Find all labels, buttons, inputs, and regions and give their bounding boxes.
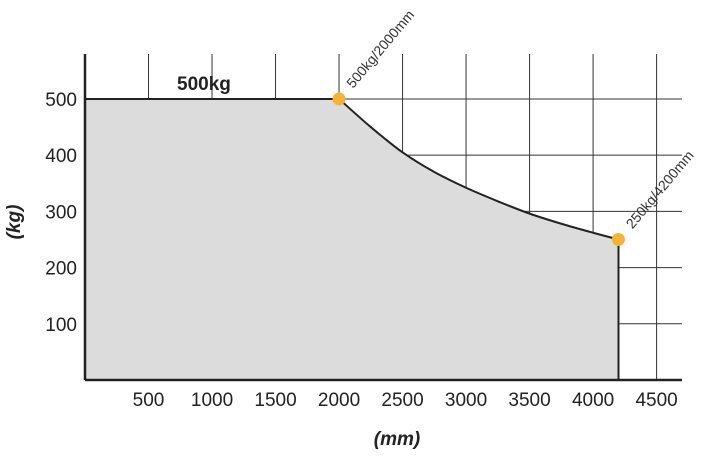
x-tick-3500: 3500 [508,390,550,411]
y-tick-400: 400 [45,146,77,167]
y-tick-300: 300 [45,202,77,223]
capacity-label: 500kg [177,74,231,95]
marker-dot-1 [332,92,346,106]
x-tick-1000: 1000 [191,390,233,411]
marker-label-2: 250kg/4200mm [623,147,697,231]
x-tick-1500: 1500 [254,390,296,411]
y-tick-200: 200 [45,259,77,280]
x-tick-4000: 4000 [572,390,614,411]
x-axis-title: (mm) [374,429,420,450]
y-axis-title: (kg) [4,205,25,240]
marker-label-1: 500kg/2000mm [343,7,417,91]
x-tick-4500: 4500 [635,390,677,411]
x-tick-3000: 3000 [445,390,487,411]
y-tick-500: 500 [45,90,77,111]
x-tick-2000: 2000 [318,390,360,411]
load-curve [85,97,620,380]
x-tick-labels: 500 1000 1500 2000 2500 3000 3500 4000 4500 [133,390,678,411]
x-tick-2500: 2500 [381,390,423,411]
axes [83,54,682,382]
y-tick-labels: 100 200 300 400 500 [45,90,77,336]
marker-dot-2 [611,232,625,246]
x-tick-500: 500 [133,390,165,411]
y-tick-100: 100 [45,315,77,336]
load-area [85,98,619,380]
